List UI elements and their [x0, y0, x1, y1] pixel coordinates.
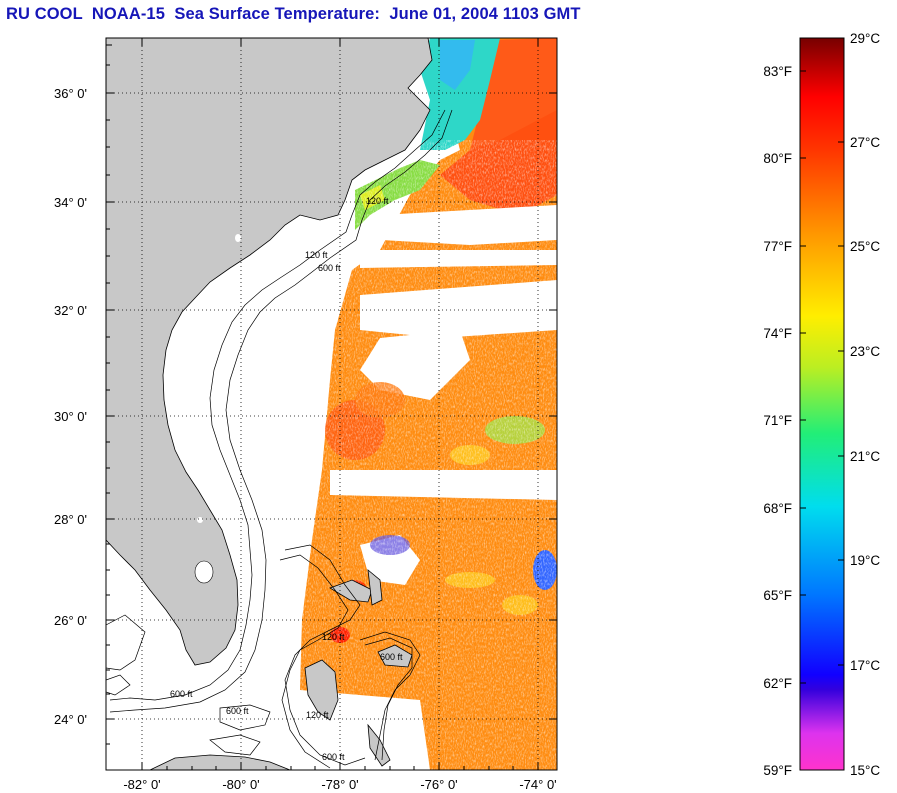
contour-label-120ft: 120 ft: [305, 250, 328, 260]
land: [106, 38, 433, 770]
f-label-68: 68°F: [763, 501, 792, 516]
contour-label-600ft: 600 ft: [322, 752, 345, 762]
contour-label-600ft: 600 ft: [170, 689, 193, 699]
latitude-labels: 36° 0' 34° 0' 32° 0' 30° 0' 28° 0' 26° 0…: [54, 86, 87, 727]
longitude-labels: -82° 0' -80° 0' -78° 0' -76° 0' -74° 0': [123, 777, 556, 792]
contour-label-600ft: 600 ft: [380, 652, 403, 662]
colorbar-gradient: [799, 37, 845, 771]
c-label-29: 29°C: [850, 31, 880, 46]
contour-label-600ft: 600 ft: [318, 263, 341, 273]
c-label-19: 19°C: [850, 553, 880, 568]
map-frame: [105, 37, 558, 771]
c-label-17: 17°C: [850, 658, 880, 673]
lat-label-26: 26° 0': [54, 613, 87, 628]
f-label-65: 65°F: [763, 588, 792, 603]
andros-island: [304, 659, 339, 721]
eleuthera: [377, 644, 413, 668]
lat-label-34: 34° 0': [54, 195, 87, 210]
lat-label-28: 28° 0': [54, 512, 87, 527]
page-title: RU COOL NOAA-15 Sea Surface Temperature:…: [6, 5, 581, 23]
lat-label-36: 36° 0': [54, 86, 87, 101]
lat-label-32: 32° 0': [54, 303, 87, 318]
contour-label-120ft: 120 ft: [366, 196, 389, 206]
lon-label-78: -78° 0': [321, 777, 358, 792]
lon-label-76: -76° 0': [420, 777, 457, 792]
colorbar-celsius-labels: 29°C 27°C 25°C 23°C 21°C 19°C 17°C 15°C: [850, 31, 880, 778]
map-ticks: [106, 38, 557, 770]
contour-label-120ft: 120 ft: [306, 710, 329, 720]
lon-label-80: -80° 0': [222, 777, 259, 792]
f-label-59: 59°F: [763, 763, 792, 778]
c-label-21: 21°C: [850, 449, 880, 464]
f-label-62: 62°F: [763, 676, 792, 691]
contour-label-120ft: 120 ft: [322, 632, 345, 642]
lon-label-74: -74° 0': [519, 777, 556, 792]
c-label-15: 15°C: [850, 763, 880, 778]
lat-label-24: 24° 0': [54, 712, 87, 727]
colorbar-fahrenheit-labels: 83°F 80°F 77°F 74°F 71°F 68°F 65°F 62°F …: [763, 64, 792, 778]
c-label-23: 23°C: [850, 344, 880, 359]
contour-label-600ft: 600 ft: [226, 706, 249, 716]
lon-label-82: -82° 0': [123, 777, 160, 792]
colorbar: 83°F 80°F 77°F 74°F 71°F 68°F 65°F 62°F …: [763, 31, 880, 778]
sst-map: 120 ft 600 ft 120 ft 120 ft 120 ft 600 f…: [106, 38, 557, 770]
colorbar-c-ticks: [838, 141, 844, 666]
f-label-71: 71°F: [763, 413, 792, 428]
abaco: [367, 569, 383, 606]
us-mainland: [106, 38, 433, 666]
lake-okeechobee: [194, 560, 214, 584]
grand-bahama: [329, 579, 373, 603]
f-label-77: 77°F: [763, 239, 792, 254]
exuma: [367, 723, 391, 767]
bathymetry-contours: [106, 109, 453, 769]
f-label-80: 80°F: [763, 151, 792, 166]
colorbar-f-ticks: [800, 70, 806, 684]
lat-label-30: 30° 0': [54, 409, 87, 424]
c-label-27: 27°C: [850, 135, 880, 150]
cuba: [149, 754, 291, 770]
f-label-83: 83°F: [763, 64, 792, 79]
c-label-25: 25°C: [850, 239, 880, 254]
f-label-74: 74°F: [763, 326, 792, 341]
